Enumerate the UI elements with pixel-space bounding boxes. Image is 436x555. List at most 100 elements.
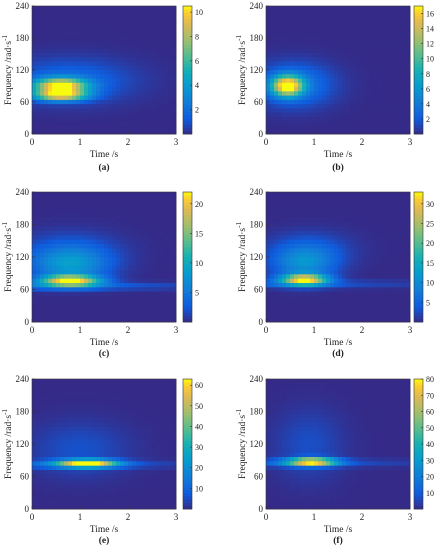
heatmap-cell — [56, 396, 60, 401]
heatmap-cell — [310, 108, 314, 113]
heatmap-cell — [56, 201, 60, 206]
heatmap-cell — [60, 261, 64, 266]
heatmap-cell — [100, 32, 104, 37]
heatmap-cell — [68, 296, 72, 301]
heatmap-cell — [84, 244, 88, 249]
heatmap-cell — [76, 57, 80, 62]
heatmap-cell — [32, 422, 36, 427]
heatmap-cell — [144, 61, 148, 66]
heatmap-cell — [286, 27, 290, 32]
heatmap-cell — [116, 248, 120, 253]
heatmap-cell — [168, 61, 172, 66]
heatmap-cell — [108, 108, 112, 113]
heatmap-cell — [362, 125, 366, 130]
heatmap-cell — [52, 125, 56, 130]
colorbar-segment — [414, 296, 423, 300]
heatmap-cell — [294, 305, 298, 310]
colorbar-tick-label: 2 — [426, 115, 430, 124]
heatmap-cell — [36, 274, 40, 279]
heatmap-cell — [350, 296, 354, 301]
heatmap-cell — [56, 457, 60, 462]
heatmap-cell — [358, 214, 362, 219]
heatmap-cell — [354, 32, 358, 37]
heatmap-cell — [378, 121, 382, 126]
heatmap-cell — [358, 313, 362, 318]
heatmap-cell — [358, 253, 362, 258]
heatmap-cell — [96, 300, 100, 305]
heatmap-cell — [60, 244, 64, 249]
heatmap-cell — [302, 44, 306, 49]
heatmap-cell — [286, 279, 290, 284]
heatmap-cell — [266, 192, 270, 197]
heatmap-cell — [334, 96, 338, 101]
heatmap-cell — [100, 300, 104, 305]
heatmap-cell — [96, 121, 100, 126]
heatmap-cell — [88, 270, 92, 275]
heatmap-cell — [366, 66, 370, 71]
heatmap-cell — [378, 83, 382, 88]
heatmap-cell — [346, 61, 350, 66]
heatmap-cell — [354, 283, 358, 288]
heatmap-cell — [36, 130, 40, 135]
heatmap-cell — [378, 292, 382, 297]
heatmap-cell — [48, 27, 52, 32]
heatmap-cell — [96, 261, 100, 266]
heatmap-cell — [104, 100, 108, 105]
heatmap-cell — [274, 19, 278, 24]
heatmap-cell — [390, 192, 394, 197]
heatmap-cell — [342, 74, 346, 79]
heatmap-cell — [148, 61, 152, 66]
heatmap-cell — [282, 74, 286, 79]
heatmap-cell — [346, 287, 350, 292]
heatmap-cell — [366, 61, 370, 66]
heatmap-cell — [132, 108, 136, 113]
heatmap-cell — [270, 44, 274, 49]
heatmap-cell — [282, 32, 286, 37]
heatmap-cell — [322, 125, 326, 130]
heatmap-cell — [334, 36, 338, 41]
heatmap-cell — [32, 270, 36, 275]
heatmap-cell — [148, 266, 152, 271]
heatmap-cell — [160, 70, 164, 75]
colorbar-segment — [183, 25, 192, 29]
heatmap-cell — [346, 121, 350, 126]
heatmap-cell — [44, 409, 48, 414]
heatmap-cell — [370, 218, 374, 223]
heatmap-cell — [394, 66, 398, 71]
heatmap-cell — [386, 130, 390, 135]
heatmap-cell — [92, 32, 96, 37]
heatmap-cell — [398, 130, 402, 135]
heatmap-cell — [274, 292, 278, 297]
heatmap-cell — [278, 6, 282, 11]
heatmap-cell — [290, 83, 294, 88]
heatmap-cell — [334, 240, 338, 245]
heatmap-cell — [56, 15, 60, 20]
heatmap-cell — [318, 113, 322, 118]
heatmap-cell — [112, 23, 116, 28]
heatmap-cell — [92, 287, 96, 292]
heatmap-cell — [318, 57, 322, 62]
heatmap-cell — [306, 279, 310, 284]
heatmap-cell — [44, 440, 48, 445]
heatmap-cell — [124, 15, 128, 20]
heatmap-cell — [362, 261, 366, 266]
heatmap-cell — [338, 104, 342, 109]
colorbar-segment — [414, 290, 423, 294]
y-tick-label: 60 — [20, 285, 30, 295]
heatmap-cell — [362, 300, 366, 305]
heatmap-cell — [278, 296, 282, 301]
heatmap-cell — [370, 318, 374, 323]
heatmap-cell — [298, 6, 302, 11]
heatmap-cell — [342, 66, 346, 71]
heatmap-cell — [108, 222, 112, 227]
heatmap-cell — [144, 283, 148, 288]
heatmap-cell — [370, 209, 374, 214]
heatmap-cell — [314, 266, 318, 271]
heatmap-cell — [168, 83, 172, 88]
colorbar-segment — [414, 35, 423, 39]
heatmap-cell — [104, 27, 108, 32]
heatmap-cell — [96, 125, 100, 130]
heatmap-cell — [116, 196, 120, 201]
heatmap-cell — [282, 79, 286, 84]
colorbar-segment — [183, 32, 192, 36]
